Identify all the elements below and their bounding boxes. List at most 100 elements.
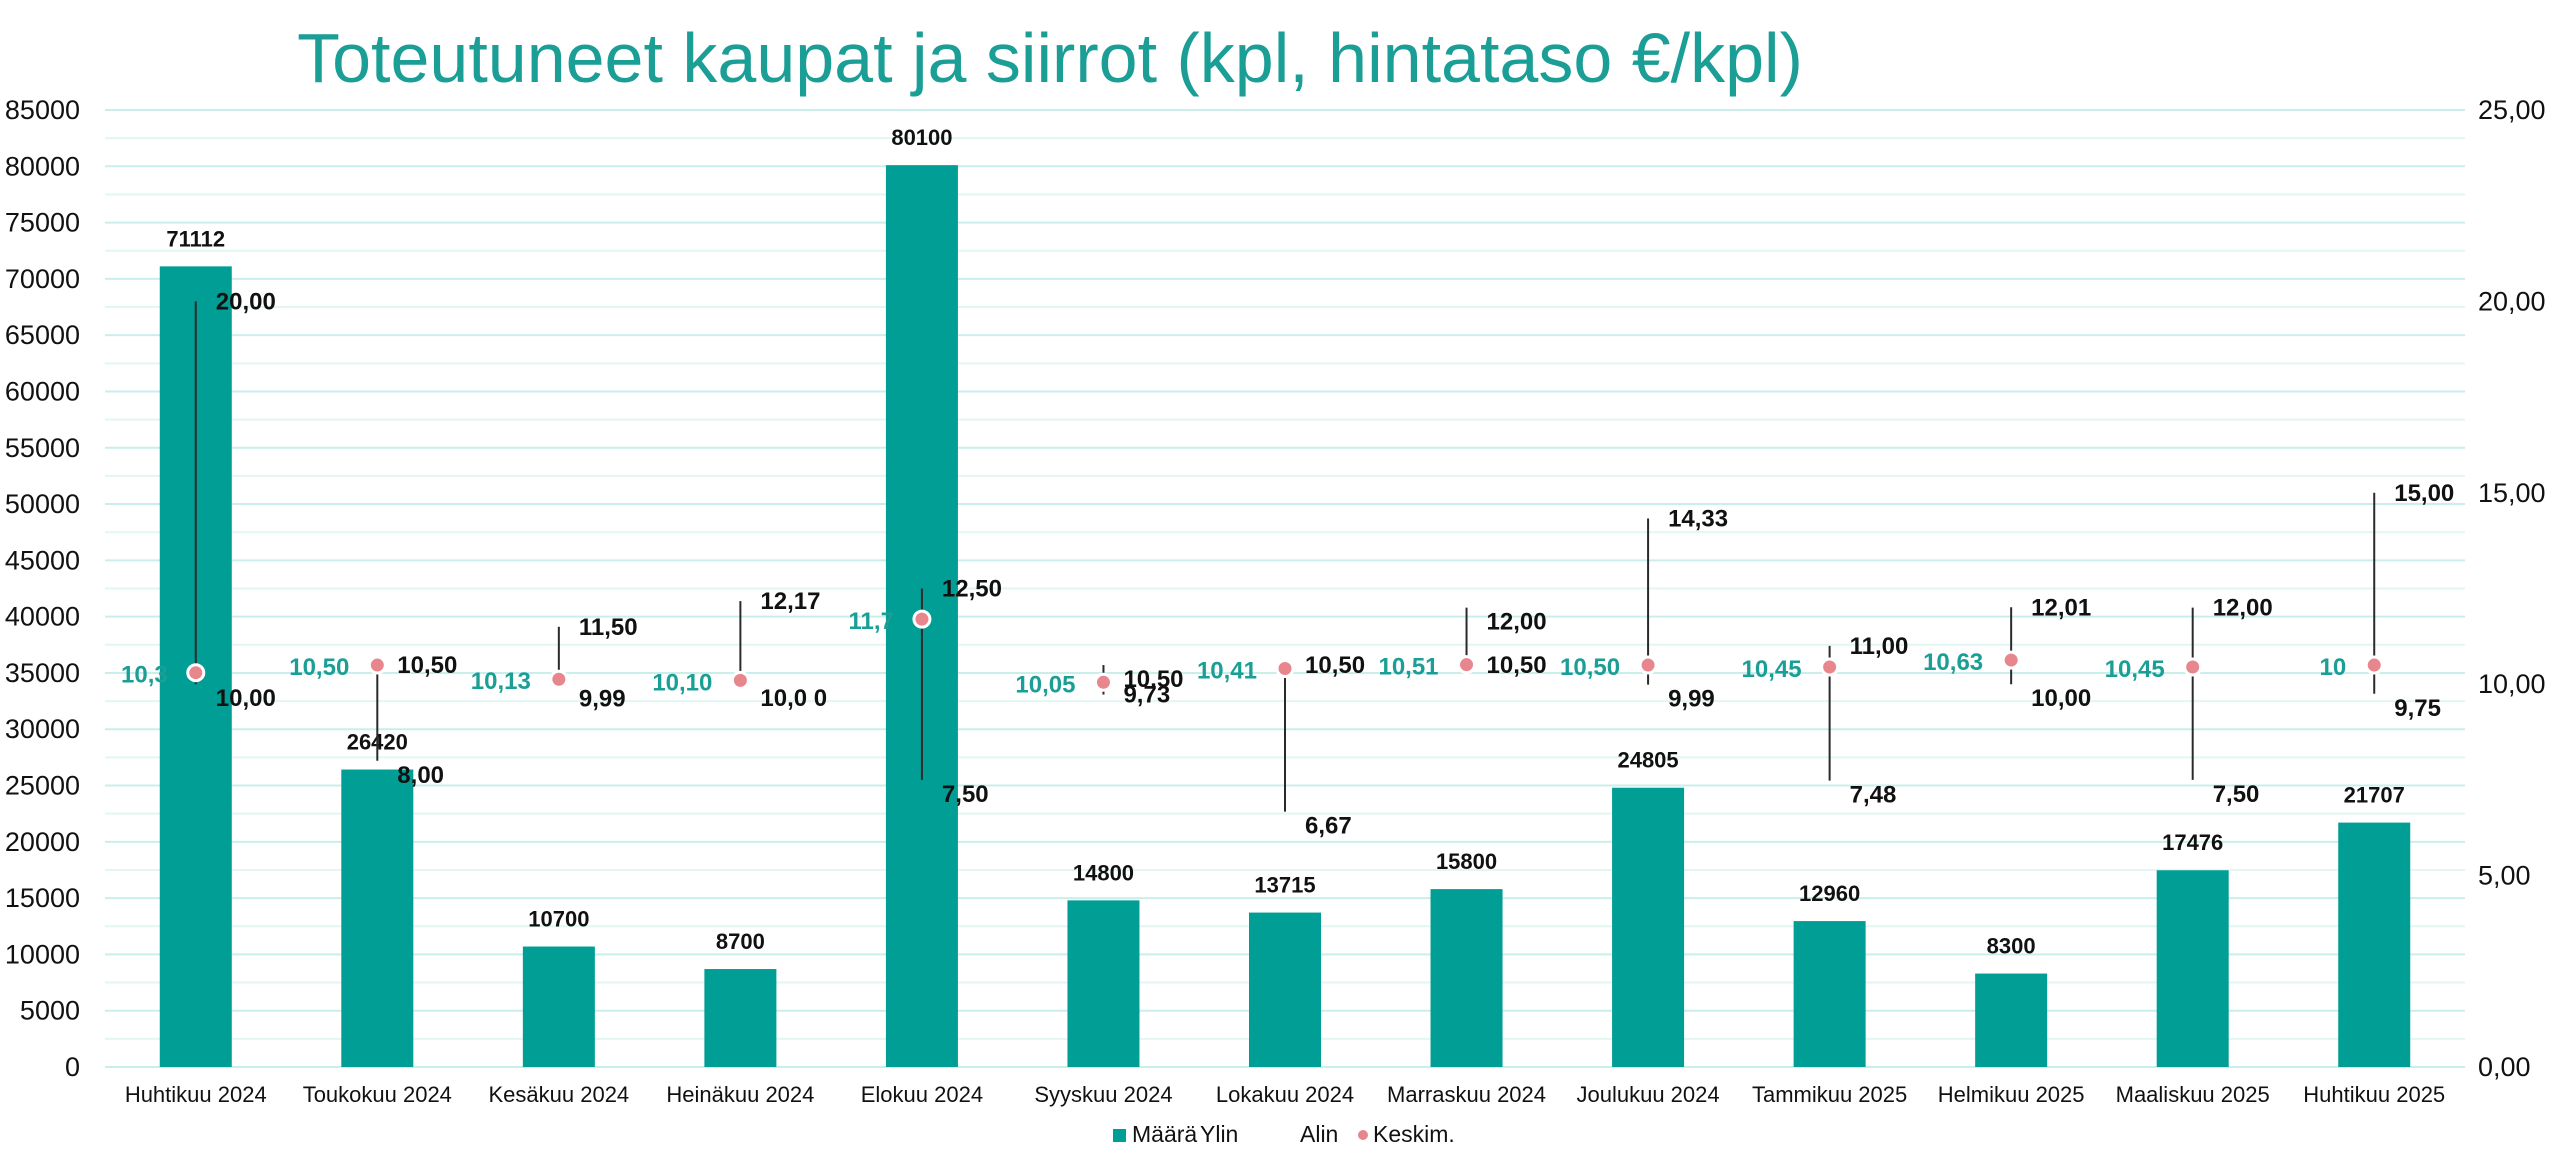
average-value-label: 10,13	[471, 668, 531, 695]
high-value-label: 10,50	[1305, 652, 1365, 679]
average-marker	[549, 669, 569, 689]
average-marker	[367, 655, 387, 675]
legend-label: Ylin	[1200, 1121, 1238, 1147]
x-tick-label: Huhtikuu 2025	[2303, 1082, 2445, 1107]
average-value-label: 10,51	[1378, 654, 1438, 681]
bar-data-label: 14800	[1073, 860, 1134, 885]
average-value-label: 11,7	[849, 608, 894, 635]
low-value-label: 12,00	[1487, 609, 1547, 636]
average-marker	[1820, 657, 1840, 677]
x-tick-label: Kesäkuu 2024	[489, 1082, 630, 1107]
y-left-tick-label: 25000	[5, 771, 80, 801]
bar-data-label: 10700	[528, 907, 589, 932]
y-left-tick-label: 80000	[5, 151, 80, 181]
legend-label: Keskim.	[1373, 1121, 1455, 1147]
bar-data-label: 80100	[891, 125, 952, 150]
average-marker	[912, 609, 932, 629]
y-left-tick-label: 40000	[5, 602, 80, 632]
high-value-label: 10,50	[397, 652, 457, 679]
bar-data-label: 21707	[2344, 783, 2405, 808]
average-value-label: 10,50	[1560, 654, 1620, 681]
y-right-tick-label: 10,00	[2478, 669, 2546, 699]
y-left-tick-label: 65000	[5, 320, 80, 350]
high-value-label: 12,50	[942, 576, 1002, 603]
y-left-tick-label: 70000	[5, 264, 80, 294]
high-value-label: 11,50	[579, 614, 638, 641]
average-marker	[186, 663, 206, 683]
y-right-tick-label: 25,00	[2478, 95, 2546, 125]
bar	[1612, 787, 1685, 1067]
bar	[522, 946, 595, 1067]
y-left-tick-label: 45000	[5, 545, 80, 575]
low-value-label: 7,50	[2213, 781, 2260, 808]
y-right-tick-label: 5,00	[2478, 861, 2531, 891]
low-value-label: 9,99	[579, 686, 626, 713]
x-tick-label: Maaliskuu 2025	[2116, 1082, 2270, 1107]
high-value-label: 20,00	[216, 288, 276, 315]
average-value-label: 10,41	[1197, 658, 1257, 685]
low-value-label: 10,00	[216, 685, 276, 712]
y-left-tick-label: 0	[65, 1052, 80, 1082]
high-value-label: 11,00	[1850, 633, 1909, 660]
high-value-label: 14,33	[1668, 505, 1728, 532]
low-value-label: 6,67	[1305, 813, 1352, 840]
bar-data-label: 17476	[2162, 830, 2223, 855]
y-left-tick-label: 50000	[5, 489, 80, 519]
y-right-tick-label: 15,00	[2478, 478, 2546, 508]
bar-data-label: 71112	[166, 226, 225, 251]
chart-title: Toteutuneet kaupat ja siirrot (kpl, hint…	[297, 19, 1803, 97]
bar	[1793, 921, 1866, 1067]
low-value-label: 10,50	[1123, 666, 1183, 693]
average-value-label: 10,10	[652, 669, 712, 696]
y-left-tick-label: 60000	[5, 376, 80, 406]
x-tick-label: Huhtikuu 2024	[125, 1082, 267, 1107]
x-tick-label: Toukokuu 2024	[303, 1082, 452, 1107]
average-value-label: 10,50	[289, 654, 349, 681]
x-tick-label: Joulukuu 2024	[1577, 1082, 1720, 1107]
high-value-label: 9,73	[1123, 682, 1170, 709]
legend-label: Alin	[1300, 1121, 1338, 1147]
low-value-label: 9,99	[1668, 686, 1715, 713]
y-right-tick-label: 20,00	[2478, 286, 2546, 316]
low-value-label: 9,75	[2394, 695, 2441, 722]
bar-data-label: 13715	[1254, 873, 1315, 898]
average-value-label: 10,3	[121, 662, 168, 689]
high-value-label: 10,50	[1487, 652, 1547, 679]
bar	[2156, 870, 2229, 1067]
average-marker	[1638, 655, 1658, 675]
bar	[1430, 889, 1503, 1067]
y-left-tick-label: 10000	[5, 939, 80, 969]
y-left-tick-label: 30000	[5, 714, 80, 744]
low-value-label: 10,00	[2031, 685, 2091, 712]
legend-swatch-maara	[1113, 1129, 1126, 1142]
low-value-label: 7,48	[1850, 782, 1897, 809]
y-left-tick-label: 85000	[5, 95, 80, 125]
bar	[704, 969, 777, 1067]
bar-data-label: 8300	[1987, 934, 2036, 959]
legend-label: Määrä	[1132, 1121, 1197, 1147]
y-left-tick-label: 15000	[5, 883, 80, 913]
x-tick-label: Heinäkuu 2024	[666, 1082, 814, 1107]
low-value-label: 7,50	[942, 781, 989, 808]
x-tick-label: Helmikuu 2025	[1938, 1082, 2085, 1107]
average-marker	[2364, 655, 2384, 675]
y-left-tick-label: 35000	[5, 658, 80, 688]
low-value-label: 8,00	[397, 762, 444, 789]
high-value-label: 12,01	[2031, 594, 2091, 621]
x-tick-label: Marraskuu 2024	[1387, 1082, 1546, 1107]
high-value-label: 15,00	[2394, 480, 2454, 507]
bar-data-label: 24805	[1617, 748, 1678, 773]
legend-swatch-keskim	[1358, 1130, 1368, 1140]
bar	[1975, 973, 2048, 1067]
average-marker	[2183, 657, 2203, 677]
low-value-label: 10,0 0	[760, 685, 827, 712]
average-value-label: 10,05	[1015, 671, 1075, 698]
average-marker	[1457, 655, 1477, 675]
bar	[1249, 912, 1321, 1067]
y-left-tick-label: 20000	[5, 827, 80, 857]
bar-data-label: 12960	[1799, 881, 1860, 906]
y-right-tick-label: 0,00	[2478, 1052, 2531, 1082]
average-value-label: 10,63	[1923, 649, 1983, 676]
y-left-tick-label: 55000	[5, 433, 80, 463]
